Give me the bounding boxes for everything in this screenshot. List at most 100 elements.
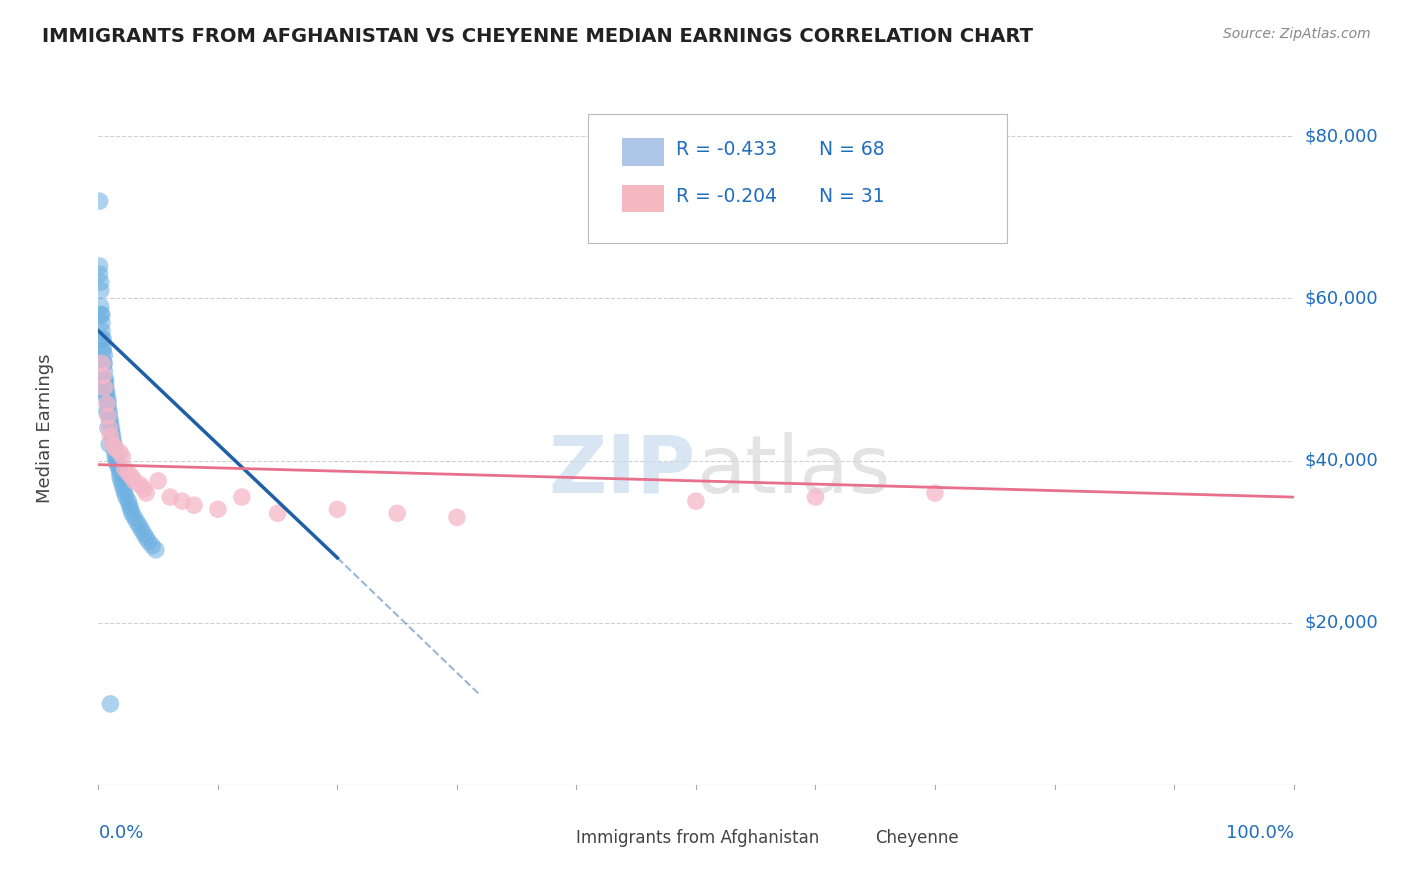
Point [91,340,114,354]
Point [129,478,152,492]
Point [91,308,114,322]
Point [91,356,114,370]
Point [94,381,117,395]
Point [120,502,142,516]
Point [114,486,136,500]
Point [108,466,131,480]
Point [97,401,120,415]
Point [114,461,136,475]
Point [90,275,112,289]
Point [98,421,121,435]
Point [97,397,120,411]
Point [96,397,118,411]
Point [124,474,146,488]
Point [159,490,181,504]
Point [107,461,129,475]
Point [91,344,114,359]
Point [104,442,127,456]
Point [91,356,114,370]
Point [112,482,135,496]
Text: R = -0.433: R = -0.433 [676,140,776,160]
Point [97,421,120,435]
Point [108,445,131,459]
Text: $40,000: $40,000 [1305,451,1378,469]
Point [105,455,128,469]
Point [93,364,115,378]
Point [101,437,124,451]
Text: Immigrants from Afghanistan: Immigrants from Afghanistan [576,830,820,847]
Point [231,490,253,504]
Text: $20,000: $20,000 [1305,614,1378,632]
Point [104,450,127,464]
Text: R = -0.204: R = -0.204 [676,186,776,206]
Point [111,450,134,464]
Point [125,515,148,529]
Point [98,417,122,431]
Point [267,506,290,520]
Point [96,384,118,399]
Bar [541,830,571,847]
Text: atlas: atlas [696,432,890,510]
Point [685,494,707,508]
Text: $60,000: $60,000 [1305,289,1378,308]
Point [98,409,121,423]
Point [98,697,122,711]
Point [148,474,170,488]
Point [97,392,120,407]
Point [207,502,229,516]
Point [124,510,146,524]
Text: Median Earnings: Median Earnings [35,353,53,503]
Point [100,425,122,440]
Point [103,442,125,456]
Point [93,356,115,370]
Point [89,259,111,273]
Point [172,494,194,508]
Point [110,474,132,488]
Point [94,389,117,403]
Point [131,523,153,537]
Point [93,348,115,362]
Point [115,490,138,504]
Text: $80,000: $80,000 [1305,128,1378,145]
Point [326,502,349,516]
Point [924,486,946,500]
Point [91,316,114,330]
Point [98,413,122,427]
Text: N = 31: N = 31 [820,186,884,206]
Point [93,381,115,395]
Point [145,542,167,557]
Point [90,283,112,297]
Point [98,405,121,419]
Point [132,482,155,496]
Point [101,434,124,448]
Point [105,452,128,467]
Point [96,405,118,419]
Point [91,332,114,346]
Point [183,498,205,512]
Text: Source: ZipAtlas.com: Source: ZipAtlas.com [1223,27,1371,41]
Point [90,300,112,314]
FancyBboxPatch shape [589,114,1007,243]
Point [101,429,124,443]
Point [117,494,139,508]
Point [141,539,163,553]
Point [91,368,114,383]
Point [135,531,157,545]
Point [89,267,111,281]
Text: Cheyenne: Cheyenne [876,830,959,847]
Point [98,437,121,451]
Point [90,308,112,322]
Bar [839,830,869,847]
Point [94,376,117,391]
Text: N = 68: N = 68 [820,140,884,160]
Point [128,518,150,533]
Point [121,470,143,484]
Point [111,478,134,492]
Point [97,409,120,423]
Text: ZIP: ZIP [548,432,696,510]
Point [91,324,114,338]
Point [118,498,141,512]
Point [89,194,111,208]
Point [385,506,409,520]
Point [100,421,122,435]
